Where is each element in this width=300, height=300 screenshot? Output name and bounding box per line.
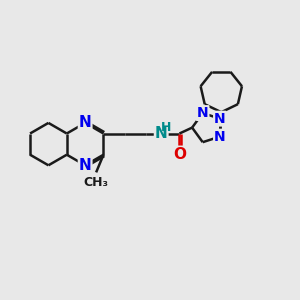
Text: N: N [79, 116, 92, 130]
Text: CH₃: CH₃ [84, 176, 109, 189]
Text: N: N [155, 126, 168, 141]
Text: N: N [79, 158, 92, 173]
Text: N: N [214, 112, 226, 126]
Text: N: N [214, 130, 226, 144]
Text: N: N [197, 106, 208, 120]
Text: O: O [173, 147, 186, 162]
Text: H: H [161, 121, 172, 134]
